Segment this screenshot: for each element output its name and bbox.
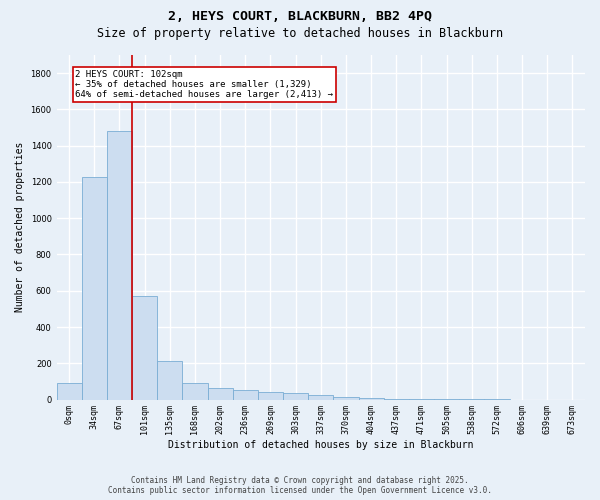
Bar xyxy=(359,398,383,400)
Bar xyxy=(283,393,308,400)
Bar xyxy=(157,360,182,400)
Bar xyxy=(82,176,107,400)
Bar xyxy=(107,131,132,400)
Text: Contains HM Land Registry data © Crown copyright and database right 2025.
Contai: Contains HM Land Registry data © Crown c… xyxy=(108,476,492,495)
Bar xyxy=(334,397,359,400)
Bar xyxy=(383,398,409,400)
Bar xyxy=(409,399,434,400)
Bar xyxy=(258,392,283,400)
Bar xyxy=(132,296,157,400)
Y-axis label: Number of detached properties: Number of detached properties xyxy=(15,142,25,312)
Bar xyxy=(56,384,82,400)
Bar xyxy=(308,395,334,400)
Bar xyxy=(182,384,208,400)
Text: 2 HEYS COURT: 102sqm
← 35% of detached houses are smaller (1,329)
64% of semi-de: 2 HEYS COURT: 102sqm ← 35% of detached h… xyxy=(76,70,334,100)
Bar xyxy=(208,388,233,400)
Text: 2, HEYS COURT, BLACKBURN, BB2 4PQ: 2, HEYS COURT, BLACKBURN, BB2 4PQ xyxy=(168,10,432,23)
Text: Size of property relative to detached houses in Blackburn: Size of property relative to detached ho… xyxy=(97,28,503,40)
X-axis label: Distribution of detached houses by size in Blackburn: Distribution of detached houses by size … xyxy=(168,440,473,450)
Bar xyxy=(233,390,258,400)
